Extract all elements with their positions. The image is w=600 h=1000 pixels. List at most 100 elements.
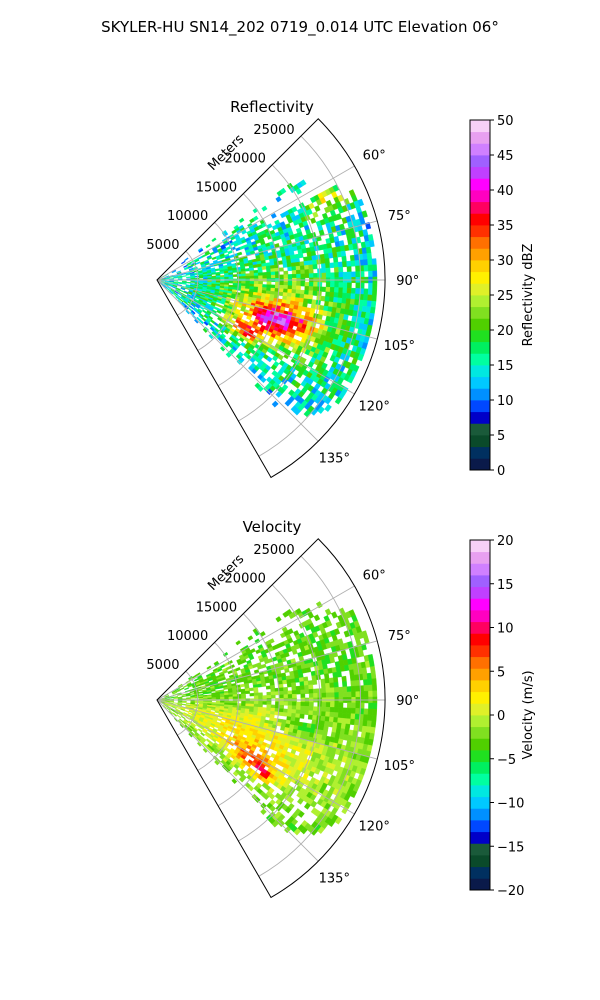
field-cell [367, 678, 373, 686]
colorbar-tick-label: 25 [497, 289, 514, 304]
figure-title: SKYLER-HU SN14_202 0719_0.014 UTC Elevat… [101, 18, 499, 37]
field-cell [222, 231, 229, 237]
field-cell [258, 695, 263, 699]
azimuth-gridline [156, 640, 378, 701]
field-cell [317, 826, 325, 834]
field-cell [320, 258, 326, 265]
field-cell [325, 711, 331, 718]
field-cell [291, 281, 297, 287]
range-ring [197, 642, 239, 771]
field-cell [297, 810, 305, 818]
field-cell [241, 696, 246, 699]
field-cell [220, 700, 225, 704]
field-cell [287, 708, 293, 714]
field-cell [328, 677, 335, 684]
field-cell [252, 215, 259, 222]
field-cell [368, 732, 375, 740]
field-cell [248, 655, 255, 661]
field-cell [299, 709, 305, 715]
field-cell [181, 701, 187, 704]
field-cell [346, 691, 352, 698]
field-cell [262, 272, 268, 276]
field-cell [308, 684, 314, 690]
field-cell [236, 693, 242, 697]
field-cell [308, 710, 314, 716]
field-cell [290, 678, 296, 684]
field-cell [198, 276, 204, 279]
field-cell [363, 690, 369, 698]
field-cell [346, 707, 352, 714]
colorbar-tick-label: −5 [497, 753, 516, 768]
field-cell [188, 265, 193, 269]
field-cell [298, 253, 304, 259]
field-cell [363, 294, 369, 301]
colorbar-band [470, 260, 490, 273]
field-cell [350, 713, 356, 720]
field-cell [238, 776, 245, 783]
field-cell [354, 293, 360, 301]
colorbar-band [470, 551, 490, 564]
field-cell [312, 211, 319, 218]
field-cell [205, 243, 211, 249]
field-cell [282, 679, 288, 685]
field-cell [291, 292, 297, 298]
field-cell [270, 268, 276, 273]
field-cell [232, 771, 239, 777]
colorbar-tick-label: 5 [497, 429, 505, 444]
field-cell [295, 293, 301, 299]
field-cell [312, 706, 318, 712]
field-cell [352, 730, 358, 737]
field-cell [342, 261, 348, 268]
field-cell [173, 695, 179, 698]
field-cell [176, 714, 182, 719]
field-cell [367, 234, 374, 242]
field-cell [347, 375, 355, 384]
field-cell [300, 693, 306, 699]
field-cell [198, 248, 204, 253]
field-cell [186, 276, 191, 279]
reflectivity-panel: Reflectivity 500010000150002000025000Met… [146, 98, 536, 479]
colorbar-band [470, 435, 490, 448]
colorbar-band [470, 691, 490, 704]
field-cell [305, 667, 312, 673]
field-cell [177, 683, 183, 688]
field-cell [349, 674, 356, 682]
field-cell [365, 246, 372, 254]
field-cell [372, 270, 378, 278]
field-cell [320, 678, 326, 685]
colorbar-band [470, 540, 490, 553]
field-cell [308, 693, 314, 699]
azimuth-gridline [156, 279, 319, 442]
field-cell [357, 353, 365, 362]
field-cell [247, 635, 254, 641]
colorbar-band [470, 656, 490, 669]
field-cell [329, 656, 336, 664]
colorbar-band [470, 155, 490, 168]
field-cell [349, 718, 356, 726]
azimuth-tick-label: 120° [359, 399, 390, 414]
field-cell [220, 696, 225, 700]
field-cell [324, 404, 332, 412]
field-cell [177, 700, 183, 703]
field-cell [249, 701, 255, 705]
azimuth-tick-label: 90° [396, 694, 419, 709]
field-cell [249, 281, 255, 285]
field-cell [303, 294, 309, 300]
sector-frame [156, 538, 386, 899]
field-cell [310, 408, 318, 416]
field-cell [194, 275, 200, 278]
field-cell [308, 688, 314, 694]
azimuth-tick-label: 60° [363, 569, 386, 584]
field-cell [310, 828, 318, 836]
field-cell [354, 679, 360, 687]
field-cell [262, 793, 270, 801]
field-cell [227, 250, 233, 255]
field-cell [313, 614, 321, 622]
field-cell [258, 275, 263, 279]
field-cell [253, 692, 259, 697]
field-cell [283, 690, 289, 695]
field-cell [345, 298, 351, 305]
field-cell [181, 695, 187, 698]
field-cell [253, 695, 259, 699]
